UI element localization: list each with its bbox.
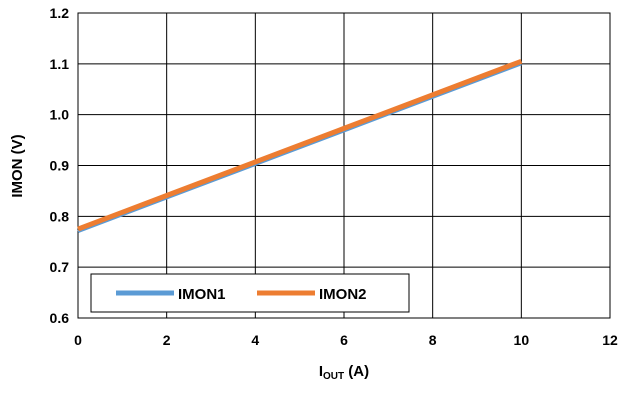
y-axis-label: IMON (V) (9, 134, 26, 197)
x-axis-label-main: I (319, 363, 323, 380)
x-tick-label: 4 (251, 332, 259, 348)
x-tick-label: 2 (163, 332, 171, 348)
x-axis-label-unit: (A) (344, 363, 369, 380)
x-axis-label-subscript: OUT (323, 371, 344, 382)
series-line-imon2 (77, 58, 523, 232)
legend: IMON1 IMON2 (90, 273, 410, 313)
y-tick-label: 0.8 (50, 208, 70, 224)
y-tick-label: 0.6 (50, 310, 70, 326)
legend-label-imon1: IMON1 (178, 286, 226, 303)
y-tick-label: 1.1 (50, 56, 70, 72)
legend-label-imon2: IMON2 (319, 286, 367, 303)
y-tick-label: 1.0 (50, 107, 70, 123)
x-tick-labels: 0 2 4 6 8 10 12 (74, 332, 618, 348)
x-axis-label: IOUT (A) (319, 363, 369, 382)
y-tick-labels: 0.6 0.7 0.8 0.9 1.0 1.1 1.2 (50, 5, 70, 326)
x-tick-label: 6 (340, 332, 348, 348)
y-tick-label: 0.7 (50, 259, 70, 275)
y-tick-label: 0.9 (50, 158, 70, 174)
x-tick-label: 0 (74, 332, 82, 348)
x-tick-label: 12 (602, 332, 618, 348)
x-tick-label: 8 (429, 332, 437, 348)
series-lines (77, 58, 523, 233)
x-tick-label: 10 (514, 332, 530, 348)
y-tick-label: 1.2 (50, 5, 70, 21)
